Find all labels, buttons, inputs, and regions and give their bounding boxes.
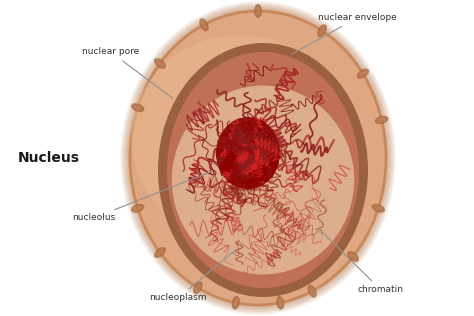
- Ellipse shape: [308, 285, 317, 298]
- Ellipse shape: [350, 253, 356, 260]
- Ellipse shape: [195, 284, 201, 292]
- Ellipse shape: [156, 249, 164, 256]
- Text: nucleolus: nucleolus: [72, 171, 212, 222]
- Ellipse shape: [375, 116, 389, 124]
- Text: Nucleus: Nucleus: [18, 151, 80, 165]
- Ellipse shape: [278, 299, 283, 307]
- Text: chromatin: chromatin: [320, 230, 404, 295]
- Ellipse shape: [131, 204, 145, 213]
- Ellipse shape: [233, 299, 238, 307]
- Ellipse shape: [372, 204, 385, 213]
- Ellipse shape: [193, 281, 203, 294]
- Ellipse shape: [167, 52, 359, 288]
- Ellipse shape: [154, 58, 166, 69]
- Ellipse shape: [359, 70, 366, 77]
- Ellipse shape: [319, 27, 325, 34]
- Ellipse shape: [156, 60, 164, 67]
- Ellipse shape: [131, 35, 349, 241]
- Ellipse shape: [377, 117, 386, 123]
- Ellipse shape: [131, 103, 145, 112]
- Ellipse shape: [130, 11, 386, 305]
- Ellipse shape: [310, 287, 315, 295]
- Ellipse shape: [254, 4, 262, 18]
- Ellipse shape: [134, 206, 142, 211]
- Ellipse shape: [172, 86, 354, 274]
- Ellipse shape: [216, 117, 280, 189]
- Ellipse shape: [199, 18, 209, 31]
- Text: nucleoplasm: nucleoplasm: [149, 250, 236, 302]
- Ellipse shape: [232, 296, 240, 310]
- Text: nuclear envelope: nuclear envelope: [292, 14, 397, 54]
- Ellipse shape: [154, 247, 166, 258]
- Ellipse shape: [134, 105, 142, 110]
- Ellipse shape: [276, 296, 284, 310]
- Text: nuclear pore: nuclear pore: [82, 47, 173, 98]
- Ellipse shape: [158, 43, 368, 297]
- Ellipse shape: [201, 21, 207, 29]
- Ellipse shape: [374, 206, 383, 211]
- Ellipse shape: [347, 251, 359, 262]
- Ellipse shape: [255, 7, 260, 15]
- Ellipse shape: [317, 24, 327, 37]
- Ellipse shape: [356, 69, 369, 79]
